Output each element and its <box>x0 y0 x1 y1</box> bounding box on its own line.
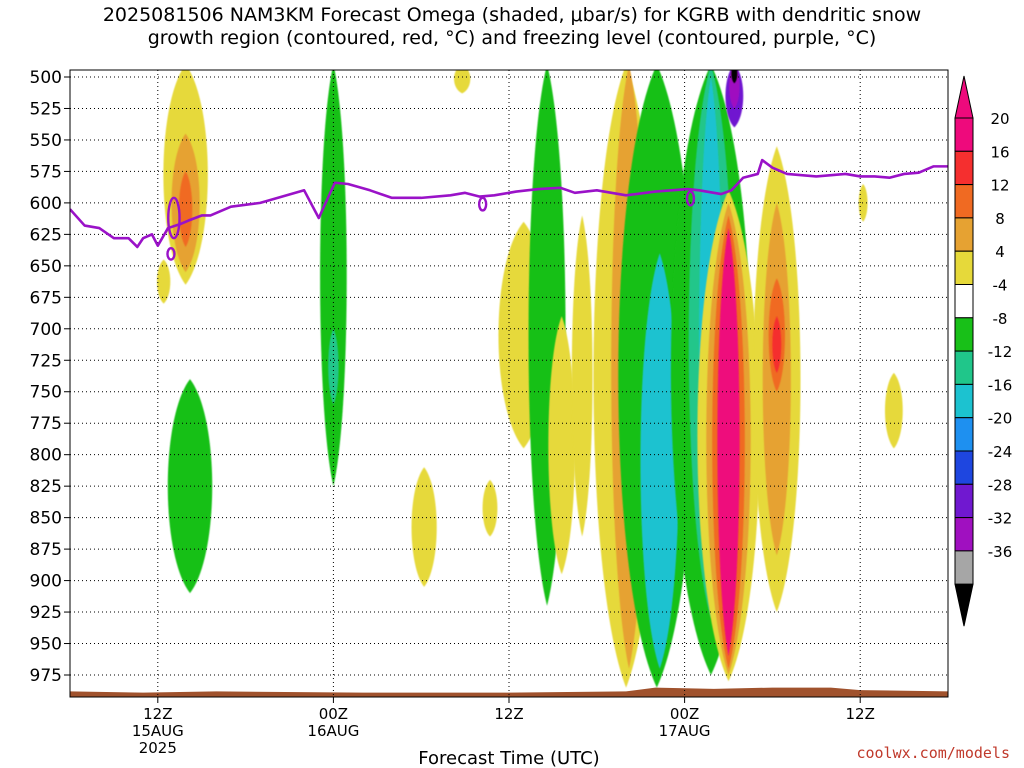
y-tick-label-825: 825 <box>30 477 62 497</box>
colorbar-label-10: -24 <box>988 443 1013 461</box>
colorbar-label-3: 8 <box>995 210 1005 228</box>
y-tick-label-875: 875 <box>30 540 62 560</box>
omega-feature-9 <box>482 479 498 537</box>
omega-feature-34 <box>772 316 782 373</box>
x-tick-label-2: 12Z <box>494 705 523 723</box>
colorbar-box-10 <box>954 450 974 485</box>
y-tick-label-950: 950 <box>30 635 62 655</box>
freezing-level-line <box>70 158 948 249</box>
freezing-level-loop-2 <box>477 196 488 212</box>
colorbar-label-1: 16 <box>990 143 1009 161</box>
freezing-level-loop-1 <box>166 247 176 261</box>
source-credit: coolwx.com/models <box>856 744 1010 762</box>
omega-feature-13 <box>571 215 593 537</box>
y-tick-label-900: 900 <box>30 572 62 592</box>
colorbar-box-8 <box>954 383 974 419</box>
grid-lines <box>70 70 948 697</box>
terrain-surface <box>70 687 948 697</box>
y-tick-label-975: 975 <box>30 666 62 686</box>
chart-title-line-1: 2025081506 NAM3KM Forecast Omega (shaded… <box>102 4 922 26</box>
colorbar-box-6 <box>954 317 974 352</box>
colorbar: 20 16 12 8 4 -4 -8 -12 -16 -20 -24 -28 -32 -36 <box>954 75 1013 627</box>
y-tick-label-850: 850 <box>30 509 62 529</box>
colorbar-label-13: -36 <box>988 543 1013 561</box>
colorbar-box-1 <box>954 150 974 186</box>
colorbar-box-7 <box>954 350 974 385</box>
colorbar-label-12: -32 <box>988 510 1013 528</box>
x-tick-date-1: 16AUG <box>307 722 359 740</box>
y-tick-label-925: 925 <box>30 603 62 623</box>
colorbar-box-0 <box>954 117 974 152</box>
x-tick-date-0: 15AUG <box>132 722 184 740</box>
chart-title-line-2: growth region (contoured, red, °C) and f… <box>147 27 877 49</box>
colorbar-box-9 <box>954 417 974 452</box>
colorbar-label-5: -4 <box>993 277 1008 295</box>
x-tick-label-0: 12Z <box>143 705 172 723</box>
y-tick-label-625: 625 <box>30 225 62 245</box>
y-tick-label-775: 775 <box>30 414 62 434</box>
omega-feature-19 <box>640 253 679 669</box>
colorbar-box-3 <box>954 217 974 252</box>
colorbar-label-6: -8 <box>993 310 1008 328</box>
y-tick-label-725: 725 <box>30 351 62 371</box>
omega-feature-25 <box>729 70 740 109</box>
y-tick-label-575: 575 <box>30 162 62 182</box>
x-tick-label-1: 00Z <box>319 705 348 723</box>
colorbar-bottom-arrow <box>954 583 974 627</box>
colorbar-top-arrow <box>954 75 974 119</box>
y-tick-label-700: 700 <box>30 320 62 340</box>
omega-feature-12 <box>548 316 576 575</box>
colorbar-label-7: -12 <box>988 343 1013 361</box>
freezing-level-loop-3 <box>685 190 696 207</box>
colorbar-box-11 <box>954 483 974 519</box>
omega-feature-4 <box>167 379 213 594</box>
colorbar-label-9: -20 <box>988 410 1013 428</box>
y-tick-label-500: 500 <box>30 68 62 88</box>
colorbar-box-12 <box>954 517 974 552</box>
y-tick-label-600: 600 <box>30 194 62 214</box>
freezing-level-loop-0 <box>167 196 181 240</box>
colorbar-label-2: 12 <box>990 177 1009 195</box>
omega-feature-36 <box>884 372 903 449</box>
y-tick-label-750: 750 <box>30 383 62 403</box>
y-tick-label-675: 675 <box>30 288 62 308</box>
y-tick-label-525: 525 <box>30 99 62 119</box>
omega-shading <box>156 70 903 688</box>
omega-feature-35 <box>858 184 868 222</box>
terrain-fill <box>70 687 948 697</box>
colorbar-label-8: -16 <box>988 376 1013 394</box>
omega-feature-7 <box>454 70 471 94</box>
x-tick-label-3: 00Z <box>670 705 699 723</box>
freezing-level-contours <box>70 158 948 261</box>
omega-feature-0 <box>156 259 171 304</box>
colorbar-box-13 <box>954 550 974 585</box>
colorbar-label-0: 20 <box>990 110 1009 128</box>
chart-title: 2025081506 NAM3KM Forecast Omega (shaded… <box>0 4 1024 50</box>
x-axis-label: Forecast Time (UTC) <box>418 748 599 768</box>
colorbar-label-11: -28 <box>988 476 1013 494</box>
colorbar-box-5 <box>954 284 974 319</box>
y-axis-ticks: 500 525 550 575 600 625 650 675 700 725 750 775 800 8… <box>30 68 70 686</box>
x-tick-label-4: 12Z <box>846 705 875 723</box>
omega-feature-8 <box>411 467 437 587</box>
y-tick-label-550: 550 <box>30 131 62 151</box>
omega-feature-3 <box>178 171 193 247</box>
y-tick-label-800: 800 <box>30 446 62 466</box>
colorbar-box-4 <box>954 250 974 285</box>
colorbar-box-2 <box>954 184 974 219</box>
x-tick-year-0: 2025 <box>139 739 177 757</box>
colorbar-label-4: 4 <box>995 243 1005 261</box>
x-tick-date-3: 17AUG <box>659 722 711 740</box>
y-tick-label-650: 650 <box>30 257 62 277</box>
